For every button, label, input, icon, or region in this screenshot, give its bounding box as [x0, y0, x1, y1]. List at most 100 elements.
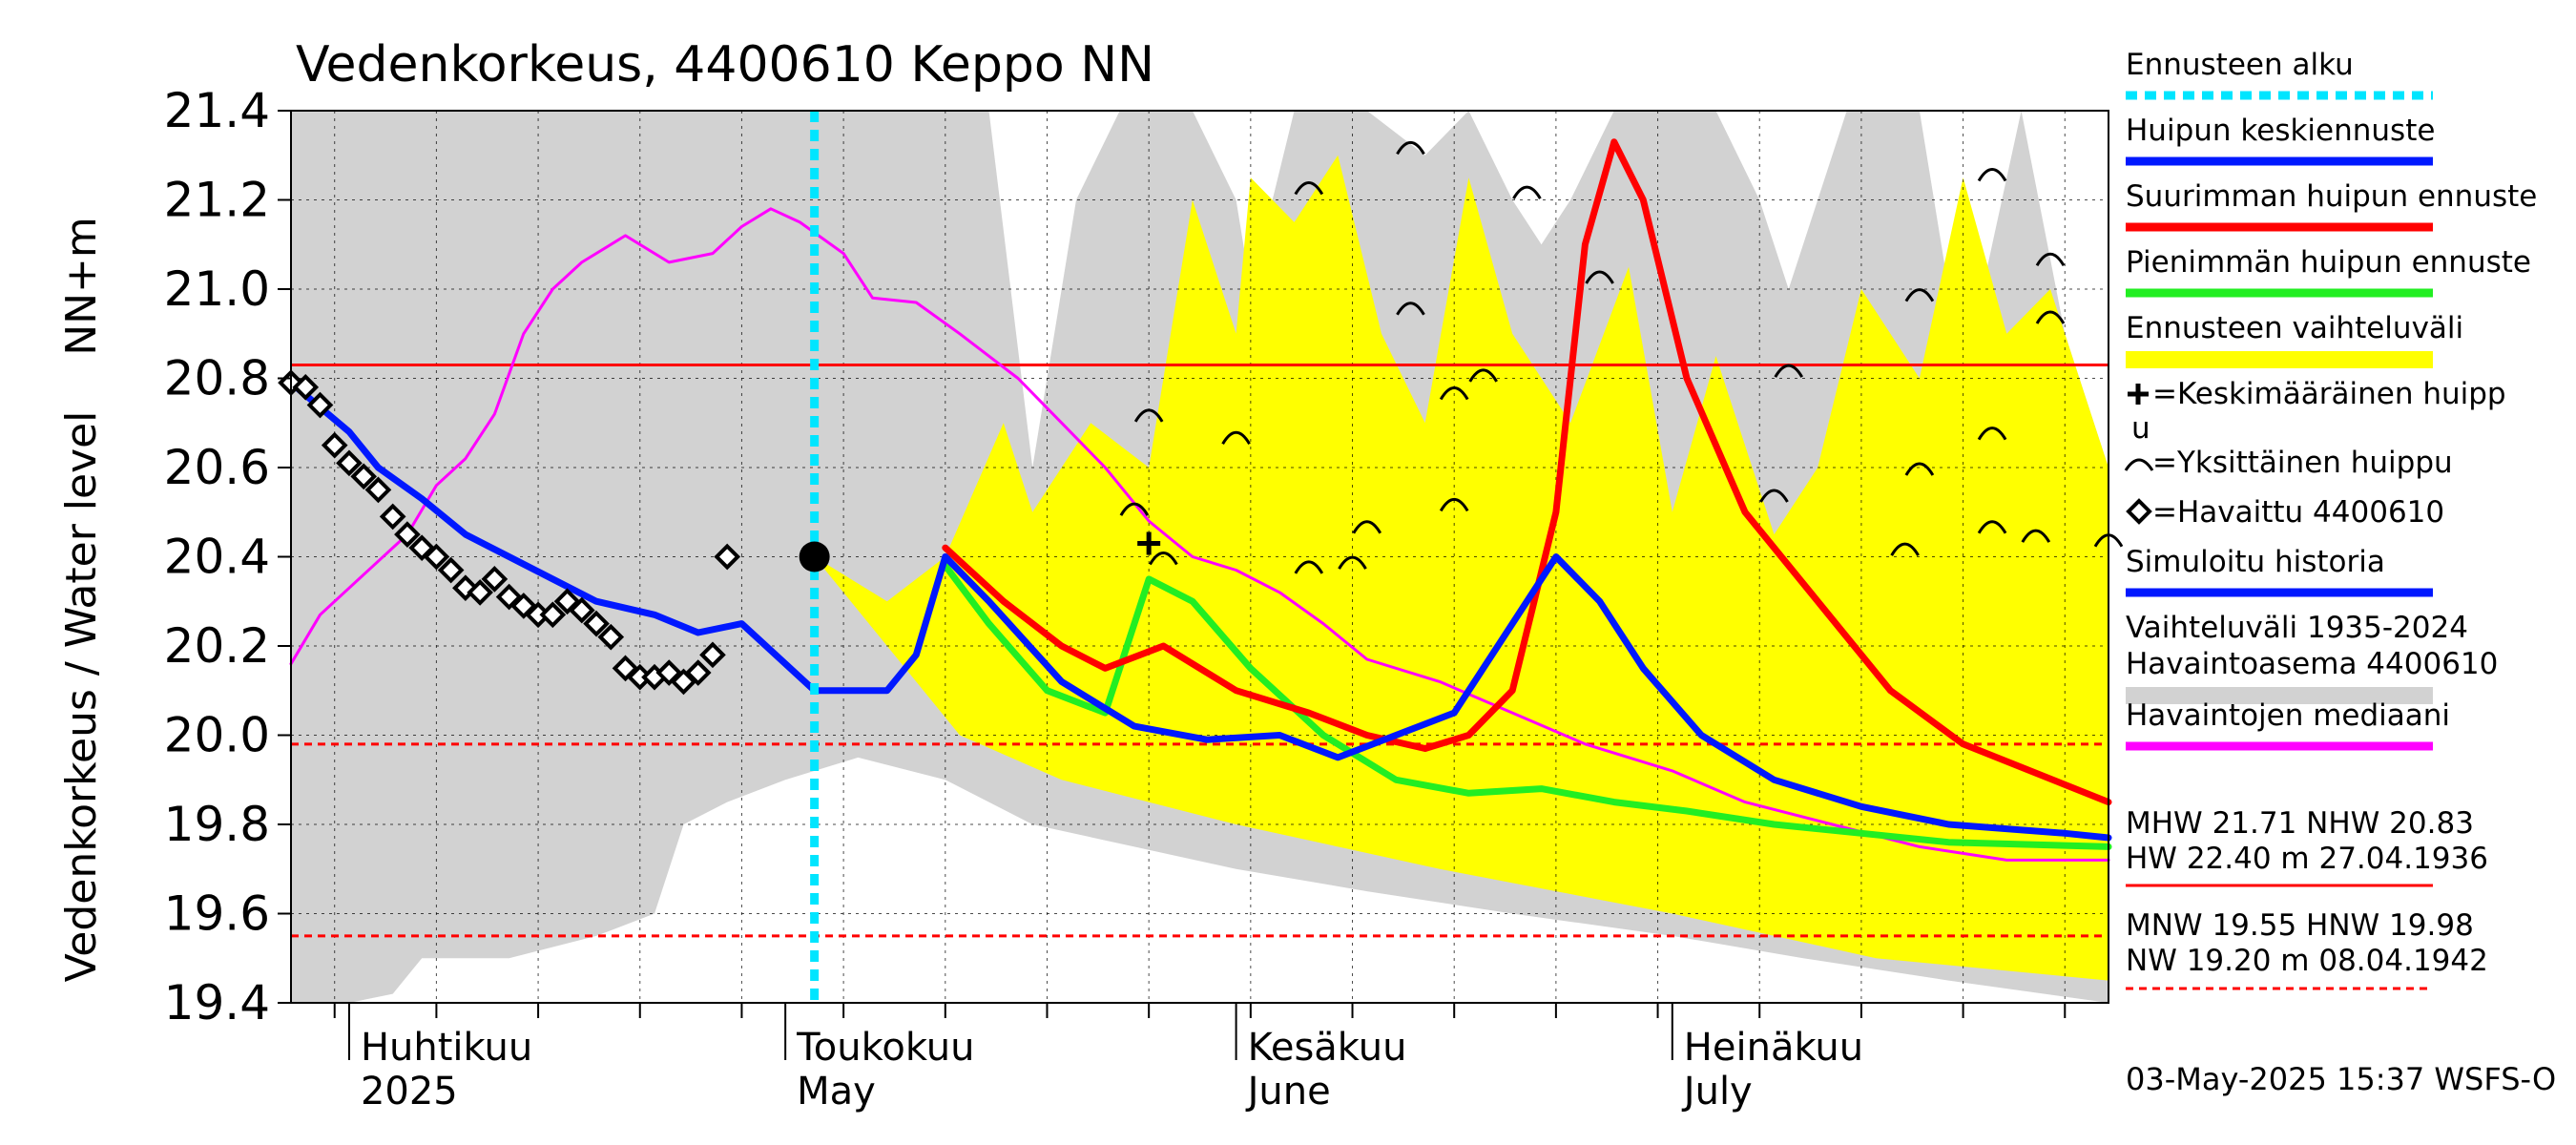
- legend-item-9-label: Vaihteluväli 1935-2024: [2126, 611, 2468, 645]
- single-peak-marker: [1977, 167, 2007, 182]
- forecast-range-band: [814, 155, 2109, 981]
- single-peak-marker: [1585, 270, 1614, 284]
- observed-point: [597, 623, 625, 651]
- single-peak-marker: [1338, 555, 1367, 570]
- y-tick-label: 20.8: [164, 351, 270, 406]
- single-peak-marker: [1977, 520, 2007, 534]
- single-peak-marker: [1904, 462, 1935, 476]
- observed-point: [714, 543, 741, 571]
- x-month-sublabel: June: [1245, 1070, 1331, 1114]
- x-month-sublabel: July: [1681, 1070, 1753, 1114]
- legend-item-8-label: Simuloitu historia: [2126, 545, 2385, 579]
- legend-item-4-label: Ennusteen vaihteluväli: [2126, 311, 2463, 345]
- single-peak-marker: [1512, 185, 1542, 199]
- legend-item-1-label: Huipun keskiennuste: [2126, 114, 2435, 148]
- legend-item-7-swatch: [2126, 498, 2152, 525]
- y-tick-label: 21.2: [164, 173, 270, 228]
- y-axis: 19.4 19.6 19.8 20.0 20.2 20.4 20.6 20.8 21.0 21.2…: [164, 83, 291, 1030]
- observed-point: [292, 374, 320, 401]
- observed-point: [437, 556, 465, 584]
- latest-observation-point: [799, 541, 830, 572]
- legend-item-3-label: Pienimmän huipun ennuste: [2126, 245, 2531, 280]
- legend-item-5-label-2: u: [2131, 411, 2150, 446]
- y-tick-label: 19.8: [164, 797, 270, 852]
- single-peak-marker: [2021, 529, 2051, 543]
- observed-point: [467, 579, 493, 606]
- legend-item-0-label: Ennusteen alku: [2126, 48, 2354, 82]
- single-peak-marker: [2035, 310, 2066, 324]
- y-tick-label: 20.4: [164, 530, 270, 585]
- footer-timestamp: 03-May-2025 15:37 WSFS-O: [2126, 1061, 2556, 1097]
- single-peak-marker: [1396, 302, 1425, 316]
- single-peak-marker: [1396, 140, 1425, 156]
- marker-layer: [278, 140, 2124, 696]
- x-month-label: Huhtikuu: [361, 1026, 532, 1070]
- observed-point: [539, 601, 567, 629]
- single-peak-marker: [2035, 252, 2066, 267]
- chart-title: Vedenkorkeus, 4400610 Keppo NN: [296, 36, 1154, 94]
- legend-item-10-label: Havaintojen mediaani: [2126, 698, 2450, 733]
- observed-point: [699, 641, 726, 669]
- observed-point: [364, 476, 392, 504]
- statistics-panel: MHW 21.71 NHW 20.83 HW 22.40 m 27.04.193…: [2126, 806, 2488, 990]
- legend-item-4-swatch: [2126, 351, 2433, 368]
- y-tick-label: 21.4: [164, 83, 270, 138]
- single-peak-marker: [1133, 408, 1164, 423]
- legend-item-9-label-2: Havaintoasema 4400610: [2126, 647, 2498, 681]
- observed-point: [583, 610, 610, 637]
- median-line: [289, 207, 2110, 862]
- observed-point: [394, 521, 421, 548]
- average-peak-marker: [1137, 531, 1161, 555]
- observed-point: [379, 503, 406, 531]
- legend-item-6-swatch: [2124, 458, 2154, 471]
- observed-point: [684, 659, 712, 686]
- y-tick-label: 20.0: [164, 708, 270, 763]
- single-peak-marker: [1904, 288, 1935, 302]
- single-peak-marker: [1890, 542, 1920, 556]
- single-peak-marker: [1294, 181, 1324, 196]
- x-month-sublabel: 2025: [361, 1070, 458, 1114]
- legend-item-6-label: =Yksittäinen huippu: [2152, 446, 2453, 480]
- observed-point: [306, 391, 334, 419]
- single-peak-marker: [1119, 502, 1150, 516]
- y-axis-label: Vedenkorkeus / Water level: [57, 411, 106, 983]
- x-month-label: Toukokuu: [796, 1026, 974, 1070]
- stats-line-3: MNW 19.55 HNW 19.98: [2126, 908, 2474, 943]
- legend-item-9-swatch: [2126, 687, 2433, 704]
- max-peak-forecast-line: [942, 138, 2112, 806]
- y-tick-label: 19.4: [164, 975, 270, 1030]
- observed-point: [350, 463, 378, 490]
- single-peak-marker: [1759, 489, 1789, 503]
- observed-point: [481, 566, 509, 593]
- legend-item-7-label: =Havaittu 4400610: [2152, 495, 2444, 530]
- plot-area: [278, 110, 2124, 1004]
- y-tick-label: 21.0: [164, 261, 270, 317]
- mean-peak-forecast-line: [942, 553, 2112, 842]
- observed-point: [336, 449, 363, 477]
- single-peak-marker: [1221, 430, 1251, 446]
- legend-item-2-label: Suurimman huipun ennuste: [2126, 179, 2537, 214]
- single-peak-marker: [1977, 427, 2007, 441]
- single-peak-marker: [1149, 552, 1178, 566]
- single-peak-marker: [1352, 520, 1382, 534]
- x-month-sublabel: May: [797, 1070, 876, 1114]
- observed-point: [321, 431, 348, 459]
- y-tick-label: 19.6: [164, 886, 270, 942]
- observed-point: [568, 596, 595, 624]
- min-peak-forecast-line: [942, 562, 2112, 850]
- stats-line-1: MHW 21.71 NHW 20.83: [2126, 806, 2474, 841]
- y-axis-unit-label: NN+m: [57, 217, 106, 356]
- legend: Ennusteen alku Huipun keskiennuste Suurimm…: [2124, 48, 2537, 751]
- y-tick-label: 20.2: [164, 618, 270, 674]
- stats-line-2: HW 22.40 m 27.04.1936: [2126, 842, 2488, 876]
- single-peak-marker: [1468, 368, 1498, 383]
- legend-item-5-label: =Keskimääräinen huipp: [2152, 377, 2506, 411]
- observed-point: [423, 543, 450, 571]
- x-month-label: Heinäkuu: [1684, 1026, 1863, 1070]
- single-peak-marker: [1439, 497, 1469, 512]
- single-peak-marker: [1774, 364, 1804, 378]
- single-peak-marker: [1439, 386, 1469, 401]
- simulated-history-line: [287, 379, 949, 695]
